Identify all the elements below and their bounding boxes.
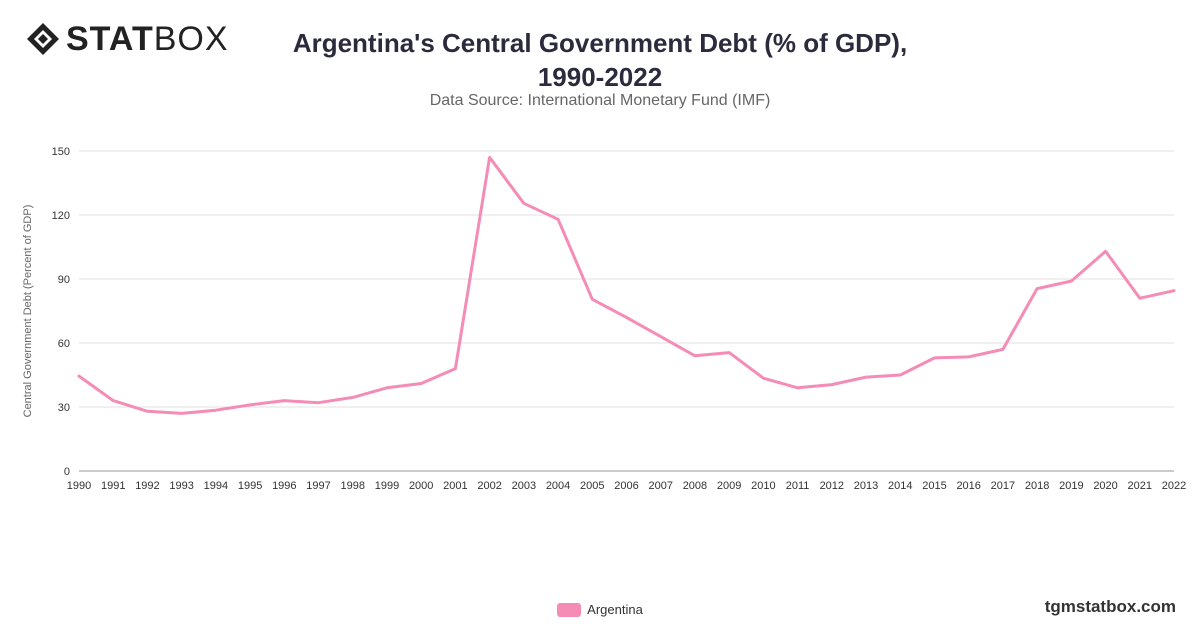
x-tick-label: 1990	[67, 480, 91, 492]
chart-title-line-2: 1990-2022	[537, 62, 663, 92]
y-tick-label: 30	[58, 402, 70, 414]
diamond-logo-icon	[27, 23, 59, 55]
x-tick-label: 2020	[1093, 480, 1117, 492]
x-tick-label: 2008	[683, 480, 707, 492]
series-line-argentina	[77, 155, 1176, 415]
chart-title: Argentina's Central Government Debt (% o…	[250, 26, 950, 94]
x-tick-label: 2004	[546, 480, 570, 492]
x-tick-label: 2014	[888, 480, 912, 492]
y-tick-label: 150	[52, 146, 70, 158]
y-axis-label: Central Government Debt (Percent of GDP)	[22, 205, 34, 418]
x-tick-label: 2021	[1128, 480, 1152, 492]
x-tick-label: 2017	[991, 480, 1015, 492]
x-tick-label: 2007	[648, 480, 672, 492]
x-tick-label: 1992	[135, 480, 159, 492]
x-tick-label: 2018	[1025, 480, 1049, 492]
x-tick-label: 1993	[169, 480, 193, 492]
x-tick-label: 2019	[1059, 480, 1083, 492]
x-tick-label: 2013	[854, 480, 878, 492]
x-tick-label: 2006	[614, 480, 638, 492]
x-tick-label: 2015	[922, 480, 946, 492]
y-tick-label: 90	[58, 274, 70, 286]
logo-wordmark: STATBOX	[66, 22, 229, 56]
y-tick-label: 60	[58, 338, 70, 350]
x-tick-label: 2016	[956, 480, 980, 492]
x-tick-label: 2009	[717, 480, 741, 492]
x-tick-label: 2005	[580, 480, 604, 492]
x-tick-label: 2000	[409, 480, 433, 492]
x-tick-label: 1999	[375, 480, 399, 492]
chart-subtitle: Data Source: International Monetary Fund…	[429, 92, 771, 109]
logo-text-bold: STAT	[66, 20, 154, 58]
logo-text-light: BOX	[153, 20, 229, 58]
x-tick-label: 1995	[238, 480, 262, 492]
x-tick-label: 2002	[477, 480, 501, 492]
x-tick-label: 2001	[443, 480, 467, 492]
x-tick-label: 2003	[512, 480, 536, 492]
x-tick-label: 1996	[272, 480, 296, 492]
legend: Argentina	[0, 602, 1200, 617]
x-tick-label: 1997	[306, 480, 330, 492]
x-tick-label: 2012	[820, 480, 844, 492]
x-tick-label: 1998	[341, 480, 365, 492]
legend-swatch-argentina[interactable]	[557, 602, 582, 617]
x-tick-label: 1994	[204, 480, 228, 492]
x-tick-label: 2011	[786, 480, 810, 492]
chart-title-line-1: Argentina's Central Government Debt (% o…	[292, 28, 908, 58]
y-tick-label: 0	[64, 466, 70, 478]
x-tick-label: 2010	[751, 480, 775, 492]
y-tick-label: 120	[52, 210, 70, 222]
legend-label-argentina[interactable]: Argentina	[587, 602, 643, 617]
x-tick-label: 2022	[1162, 480, 1186, 492]
site-url: tgmstatbox.com	[1044, 597, 1176, 616]
x-tick-label: 1991	[101, 480, 125, 492]
statbox-logo: STATBOX	[26, 22, 229, 56]
